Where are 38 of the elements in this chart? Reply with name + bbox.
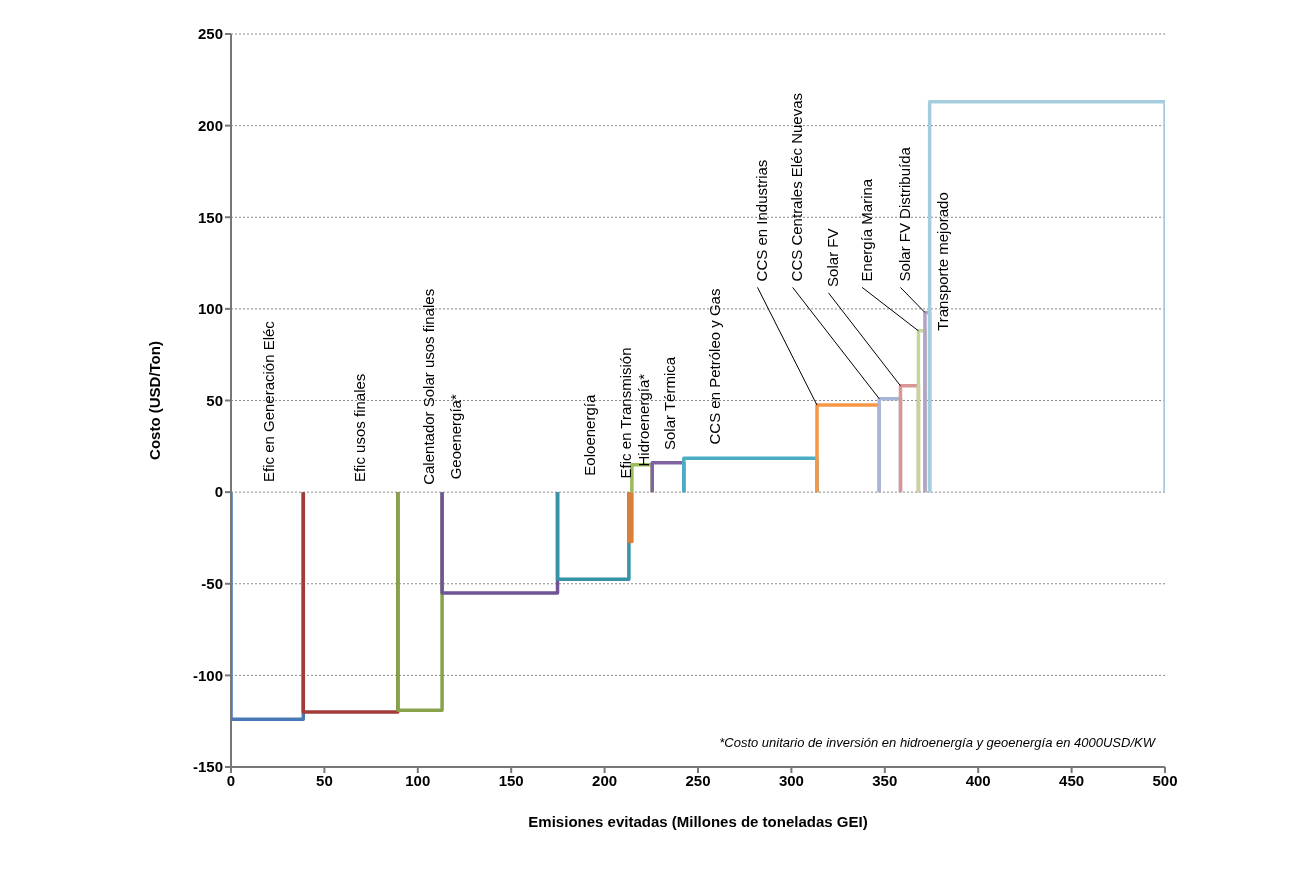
y-tick-label: 200 xyxy=(197,116,223,134)
text: Energía Marina xyxy=(857,178,875,282)
text: CCS Centrales Eléc Nuevas xyxy=(788,92,806,282)
x-tick-label: 450 xyxy=(1059,771,1085,789)
text: Solar FV Distribuída xyxy=(895,146,913,282)
x-tick-label: 0 xyxy=(226,771,236,789)
x-tick-label: 50 xyxy=(316,771,333,789)
y-tick-label: 100 xyxy=(197,300,223,318)
y-tick-label: 50 xyxy=(206,391,223,409)
x-tick-label: 100 xyxy=(405,771,431,789)
text: Geoenergía* xyxy=(446,394,464,480)
text: Hidroenergía* xyxy=(635,373,653,467)
x-tick-label: 500 xyxy=(1152,771,1178,789)
text: Calentador Solar usos finales xyxy=(419,288,437,485)
text: Efic en Transmisión xyxy=(616,347,634,479)
annotation: *Costo unitario de inversión en hidroenergía y geoenergía en 4000USD/KW xyxy=(719,735,1157,750)
y-tick-label: 150 xyxy=(197,208,223,226)
y-tick-label: -50 xyxy=(201,575,223,593)
text: Eoloenergía xyxy=(580,394,598,476)
x-tick-label: 400 xyxy=(965,771,991,789)
y-tick-label: -150 xyxy=(192,758,223,776)
y-tick-label: 250 xyxy=(197,25,223,43)
x-tick-label: 250 xyxy=(685,771,711,789)
y-axis-title: Costo (USD/Ton) xyxy=(146,341,164,460)
x-tick-label: 200 xyxy=(592,771,618,789)
text: Solar FV xyxy=(824,228,841,287)
text: Transporte mejorado xyxy=(934,192,952,331)
text: Efic usos finales xyxy=(350,373,368,483)
text: CCS en Petróleo y Gas xyxy=(706,288,724,445)
x-axis-title: Emisiones evitadas (Millones de toneladas GEI) xyxy=(528,813,868,830)
y-tick-label: -100 xyxy=(192,666,223,684)
x-tick-label: 350 xyxy=(872,771,898,789)
text: Solar Térmica xyxy=(661,356,679,450)
text: Efic en Generación Eléc xyxy=(259,320,277,483)
y-tick-label: 0 xyxy=(214,483,223,501)
x-tick-label: 300 xyxy=(778,771,804,789)
x-tick-label: 150 xyxy=(498,771,524,789)
text: CCS en Industrias xyxy=(753,159,771,282)
